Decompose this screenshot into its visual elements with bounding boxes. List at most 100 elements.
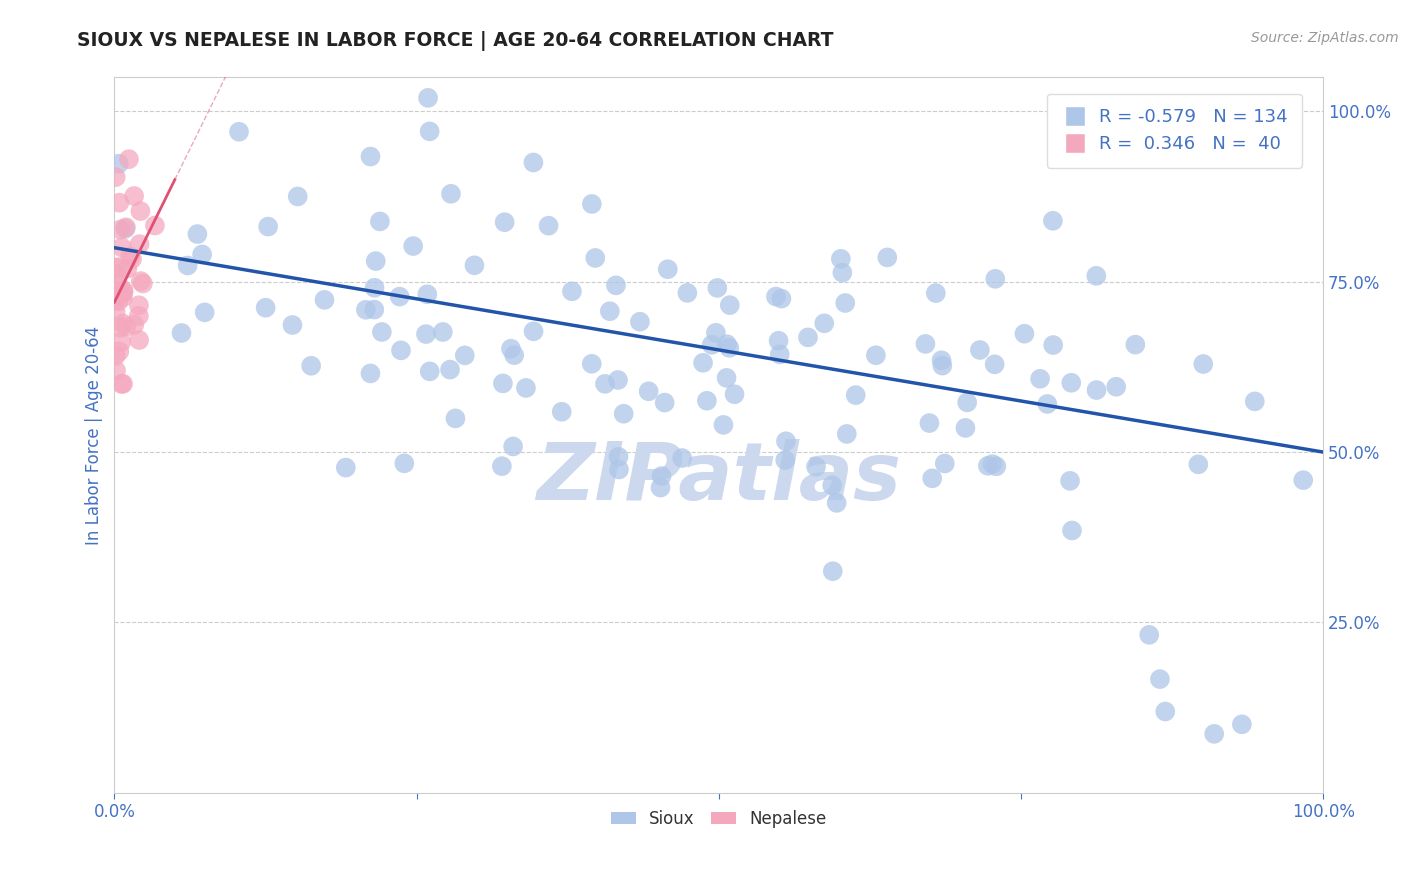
Point (112, 284, 135, 298)
Point (502, 439, 524, 453)
Point (110, 334, 132, 349)
Point (1192, 357, 1215, 371)
Point (718, 341, 741, 355)
Point (112, 285, 135, 299)
Point (491, 459, 513, 474)
Point (704, 326, 727, 340)
Point (637, 384, 659, 399)
Point (419, 364, 441, 378)
Point (831, 266, 853, 280)
Point (986, 459, 1008, 474)
Point (718, 298, 741, 312)
Point (931, 353, 953, 368)
Point (104, 293, 127, 307)
Point (416, 91, 439, 105)
Point (607, 373, 630, 387)
Point (654, 395, 676, 409)
Point (108, 285, 131, 299)
Point (605, 278, 627, 293)
Point (368, 214, 391, 228)
Point (821, 564, 844, 578)
Point (696, 393, 718, 408)
Point (821, 478, 844, 492)
Point (111, 317, 134, 331)
Point (363, 281, 385, 295)
Point (110, 376, 132, 391)
Point (830, 252, 852, 266)
Point (415, 327, 437, 342)
Point (432, 325, 454, 339)
Point (676, 285, 699, 300)
Point (984, 272, 1007, 286)
Point (1059, 474, 1081, 488)
Point (254, 301, 277, 315)
Point (454, 348, 477, 362)
Point (934, 457, 956, 471)
Point (117, 261, 139, 276)
Point (439, 362, 461, 376)
Point (956, 395, 979, 409)
Point (977, 458, 1000, 473)
Point (114, 221, 136, 235)
Point (768, 334, 790, 348)
Point (115, 220, 138, 235)
Point (1042, 214, 1064, 228)
Point (444, 411, 467, 425)
Point (104, 349, 127, 363)
Point (825, 496, 848, 510)
Point (463, 258, 485, 272)
Point (845, 388, 868, 402)
Point (931, 359, 953, 373)
Point (581, 197, 603, 211)
Point (713, 417, 735, 432)
Point (389, 343, 412, 358)
Text: ZIPatlas: ZIPatlas (536, 439, 901, 517)
Point (876, 251, 898, 265)
Point (706, 281, 728, 295)
Point (104, 260, 127, 275)
Point (723, 387, 745, 401)
Point (194, 305, 217, 319)
Point (657, 262, 679, 277)
Point (287, 189, 309, 203)
Point (186, 227, 208, 241)
Point (129, 274, 152, 288)
Point (1060, 376, 1083, 390)
Point (388, 290, 411, 304)
Point (716, 337, 738, 351)
Point (1187, 458, 1209, 472)
Point (110, 222, 132, 236)
Point (1036, 397, 1059, 411)
Point (921, 471, 943, 485)
Point (128, 309, 150, 323)
Point (359, 150, 381, 164)
Point (314, 293, 336, 307)
Point (581, 357, 603, 371)
Point (419, 124, 441, 138)
Point (111, 286, 134, 301)
Point (335, 460, 357, 475)
Point (440, 186, 463, 201)
Point (599, 304, 621, 318)
Point (834, 296, 856, 310)
Point (769, 347, 792, 361)
Point (1085, 268, 1108, 283)
Point (120, 250, 142, 264)
Point (651, 469, 673, 483)
Point (124, 318, 146, 332)
Point (104, 170, 127, 185)
Point (607, 450, 630, 464)
Point (359, 367, 381, 381)
Point (281, 318, 304, 332)
Point (650, 481, 672, 495)
Point (503, 348, 526, 362)
Point (593, 376, 616, 391)
Point (499, 342, 522, 356)
Point (607, 462, 630, 476)
Point (583, 251, 606, 265)
Point (1137, 628, 1160, 642)
Point (515, 381, 537, 395)
Point (775, 434, 797, 449)
Point (492, 376, 515, 391)
Point (522, 155, 544, 169)
